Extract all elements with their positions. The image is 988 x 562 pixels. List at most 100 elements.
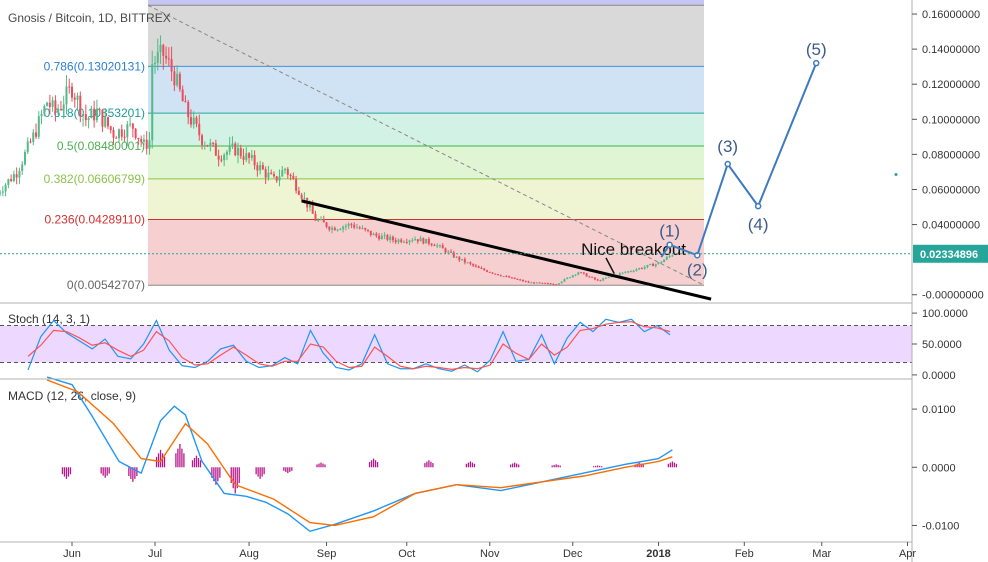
y-tick-label: 0.12000000: [922, 79, 980, 91]
candle-body: [156, 51, 159, 63]
wave-label: (5): [806, 40, 827, 59]
candle-body: [643, 267, 646, 269]
stochastic-pane: Stoch (14, 3, 1): [0, 312, 912, 373]
candle-body: [411, 240, 414, 242]
macd-y-tick-label: 0.0000: [922, 462, 956, 474]
candle-body: [621, 272, 624, 274]
candle-body: [126, 124, 129, 138]
candle-body: [513, 277, 516, 279]
candle-body: [68, 86, 71, 88]
candle-body: [10, 179, 13, 182]
candle-body: [101, 109, 104, 127]
candle-body: [84, 114, 87, 121]
candle-body: [7, 179, 10, 185]
candle-body: [0, 192, 2, 194]
candle-body: [23, 151, 26, 165]
macd-signal-line: [46, 379, 673, 527]
candle-body: [308, 205, 311, 208]
candle-body: [162, 44, 165, 56]
candle-body: [391, 236, 394, 241]
candle-body: [176, 73, 179, 86]
candle-body: [538, 282, 541, 284]
candle-body: [466, 262, 469, 264]
candle-body: [261, 165, 264, 170]
wave-label: (3): [717, 137, 738, 156]
candle-body: [469, 262, 472, 264]
wave-point: [754, 202, 762, 210]
candle-body: [54, 100, 57, 113]
candle-body: [145, 139, 148, 149]
candle-body: [646, 264, 649, 268]
wave-label: (1): [659, 222, 680, 241]
candle-body: [154, 62, 156, 65]
stoch-d-line: [27, 321, 671, 370]
candle-body: [521, 279, 524, 282]
candle-body: [355, 227, 358, 229]
candle-body: [328, 226, 331, 230]
candle-body: [486, 270, 488, 272]
candle-body: [264, 169, 267, 178]
candle-body: [1, 191, 4, 193]
candle-body: [231, 143, 234, 146]
candle-body: [278, 176, 281, 181]
candle-body: [112, 130, 115, 138]
x-tick-label: Mar: [812, 548, 831, 560]
candle-body: [519, 279, 522, 281]
candle-body: [15, 174, 18, 178]
candle-body: [386, 235, 389, 240]
candle-body: [629, 271, 632, 273]
candle-body: [87, 118, 90, 121]
candle-body: [93, 108, 96, 121]
candle-body: [408, 240, 411, 243]
candle-body: [497, 274, 500, 276]
candle-body: [364, 228, 367, 230]
candle-body: [203, 145, 206, 147]
candle-body: [212, 142, 215, 144]
candle-body: [560, 281, 563, 284]
candle-body: [339, 229, 342, 231]
candle-body: [62, 104, 65, 110]
candle-body: [350, 223, 353, 225]
candle-body: [209, 142, 212, 147]
fib-level-label: 0.5(0.08480001): [57, 139, 145, 153]
wave-point: [724, 160, 731, 168]
candle-body: [450, 251, 453, 253]
candle-body: [477, 266, 480, 268]
candle-body: [530, 282, 533, 284]
candle-body: [170, 59, 173, 72]
candle-body: [303, 197, 306, 199]
x-tick-label: Feb: [735, 548, 754, 560]
candle-body: [26, 141, 29, 152]
candle-body: [37, 116, 40, 137]
candle-body: [627, 271, 630, 273]
candle-body: [378, 235, 381, 240]
fib-band: [148, 178, 704, 220]
candle-body: [76, 95, 79, 100]
candle-body: [333, 227, 336, 231]
candle-body: [225, 151, 228, 155]
x-tick-label: Apr: [899, 548, 916, 560]
candle-body: [118, 129, 121, 139]
macd-line: [46, 376, 673, 533]
candle-body: [322, 218, 325, 223]
y-tick-label: 0.16000000: [922, 9, 980, 21]
candle-body: [95, 109, 98, 121]
candle-body: [422, 238, 425, 244]
candle-body: [184, 101, 187, 103]
candle-body: [79, 95, 82, 116]
candle-body: [181, 89, 184, 102]
candle-body: [234, 143, 237, 156]
candle-body: [317, 219, 320, 221]
candle-body: [585, 273, 588, 277]
candle-body: [427, 238, 430, 244]
candle-body: [452, 252, 455, 258]
stoch-title: Stoch (14, 3, 1): [8, 312, 90, 326]
candle-body: [389, 236, 392, 240]
annotation-arrow: [605, 257, 615, 275]
candle-body: [4, 184, 7, 192]
last-price-label: 0.02334896: [920, 249, 978, 261]
candle-body: [668, 255, 671, 257]
candle-body: [397, 239, 400, 243]
candle-body: [115, 137, 118, 139]
candle-body: [289, 174, 292, 177]
